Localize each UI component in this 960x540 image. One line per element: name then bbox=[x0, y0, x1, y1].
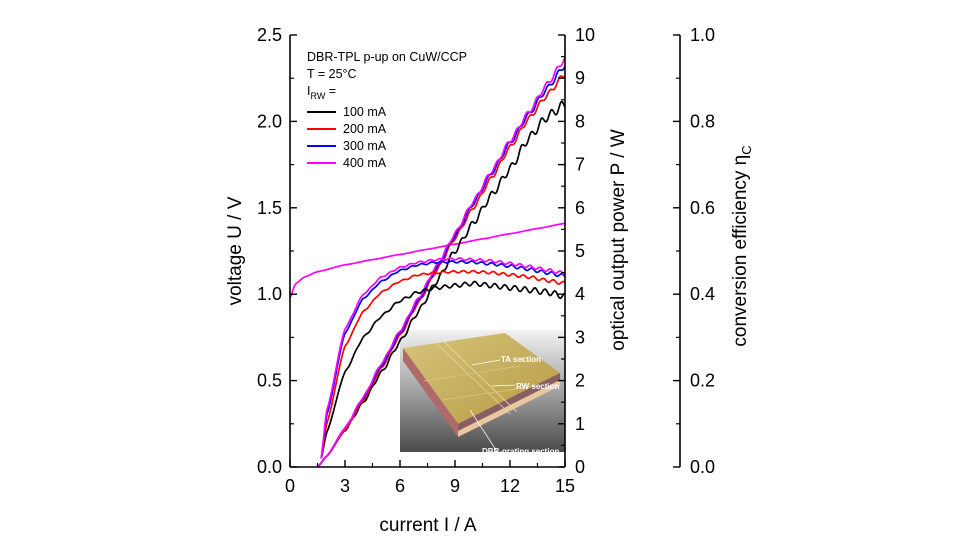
x-tick-label: 9 bbox=[450, 476, 460, 496]
legend-current-symbol: I bbox=[307, 84, 310, 98]
legend-label-200ma: 200 mA bbox=[343, 122, 387, 136]
power-y-tick-label: 5 bbox=[575, 241, 585, 261]
power-y-tick-label: 7 bbox=[575, 155, 585, 175]
legend-label-300ma: 300 mA bbox=[343, 139, 387, 153]
x-tick-label: 6 bbox=[395, 476, 405, 496]
efficiency-curve-200ma bbox=[320, 269, 565, 459]
power-y-tick-label: 3 bbox=[575, 327, 585, 347]
power-y-tick-label: 0 bbox=[575, 457, 585, 477]
left-y-axis-title: voltage U / V bbox=[225, 196, 246, 305]
chip-inset-image: TA section RW section DBR-grating sectio… bbox=[400, 330, 565, 456]
efficiency-curve-100ma bbox=[320, 280, 565, 459]
legend-title-line2: T = 25°C bbox=[307, 67, 357, 81]
power-y-tick-label: 4 bbox=[575, 284, 585, 304]
legend-title-line1: DBR-TPL p-up on CuW/CCP bbox=[307, 50, 467, 64]
efficiency-y-tick-label: 0.6 bbox=[690, 198, 715, 218]
efficiency-y-tick-label: 1.0 bbox=[690, 25, 715, 45]
legend-current-subscript: RW bbox=[310, 91, 325, 101]
ticks-layer: 0 3 6 9 12 150.00.51.01.52.02.50123456789100.… bbox=[257, 25, 715, 496]
power-y-tick-label: 1 bbox=[575, 414, 585, 434]
power-y-tick-label: 9 bbox=[575, 68, 585, 88]
power-y-tick-label: 10 bbox=[575, 25, 595, 45]
inset-label-rw-section: RW section bbox=[516, 382, 560, 391]
x-tick-label: 3 bbox=[340, 476, 350, 496]
efficiency-y-tick-label: 0.4 bbox=[690, 284, 715, 304]
x-tick-label: 0 bbox=[285, 476, 295, 496]
efficiency-curve-300ma bbox=[320, 260, 565, 459]
efficiency-axis-title: conversion efficiency ηC bbox=[730, 145, 754, 346]
legend-label-100ma: 100 mA bbox=[343, 105, 387, 119]
x-tick-label: 15 bbox=[555, 476, 575, 496]
efficiency-axis-title-sub: C bbox=[739, 145, 754, 154]
inset-label-dbr-grating-section: DBR-grating section bbox=[482, 447, 559, 456]
series-layer bbox=[290, 57, 565, 467]
efficiency-curve-400ma bbox=[320, 257, 565, 459]
power-y-tick-label: 6 bbox=[575, 198, 585, 218]
x-axis-title: current I / A bbox=[379, 515, 476, 536]
left-y-tick-label: 0.5 bbox=[257, 371, 282, 391]
efficiency-y-tick-label: 0.0 bbox=[690, 457, 715, 477]
inset-label-ta-section: TA section bbox=[501, 355, 541, 364]
legend-label-400ma: 400 mA bbox=[343, 156, 387, 170]
legend-title-line3: IRW = bbox=[307, 84, 336, 101]
power-y-tick-label: 8 bbox=[575, 111, 585, 131]
power-y-tick-label: 2 bbox=[575, 371, 585, 391]
legend-current-equals: = bbox=[325, 84, 336, 98]
x-tick-label: 12 bbox=[500, 476, 520, 496]
voltage-curve-voltage bbox=[290, 222, 565, 299]
left-y-tick-label: 1.5 bbox=[257, 198, 282, 218]
efficiency-axis-title-main: conversion efficiency η bbox=[730, 155, 751, 347]
left-y-tick-label: 0.0 bbox=[257, 457, 282, 477]
legend: DBR-TPL p-up on CuW/CCP T = 25°C IRW = 1… bbox=[307, 50, 467, 170]
left-y-tick-label: 1.0 bbox=[257, 284, 282, 304]
power-axis-title: optical output power P / W bbox=[608, 129, 629, 350]
efficiency-y-tick-label: 0.8 bbox=[690, 111, 715, 131]
left-y-tick-label: 2.5 bbox=[257, 25, 282, 45]
left-y-tick-label: 2.0 bbox=[257, 111, 282, 131]
efficiency-y-tick-label: 0.2 bbox=[690, 371, 715, 391]
